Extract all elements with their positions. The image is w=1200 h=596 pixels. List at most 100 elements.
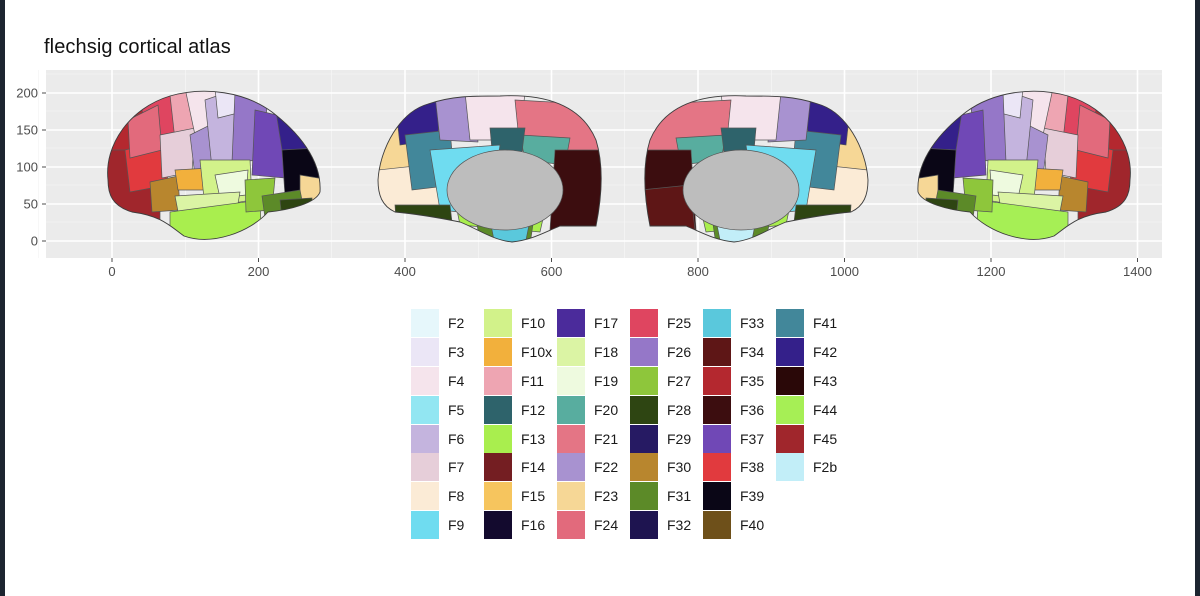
y-tick-label: 150 bbox=[16, 123, 38, 138]
legend-item: F14 bbox=[484, 453, 557, 482]
legend-swatch bbox=[557, 366, 585, 395]
y-axis-tick-labels: 0 50 100 150 200 bbox=[16, 86, 38, 249]
legend-label: F30 bbox=[667, 459, 692, 476]
legend-item: F12 bbox=[484, 395, 557, 424]
legend-swatch bbox=[484, 453, 512, 482]
legend-swatch bbox=[776, 338, 804, 367]
legend-label: F35 bbox=[740, 372, 765, 389]
legend-label: F14 bbox=[521, 459, 546, 476]
legend-swatch bbox=[630, 395, 658, 424]
legend-item: F2 bbox=[411, 309, 484, 338]
legend-item: F16 bbox=[484, 510, 557, 540]
legend-swatch bbox=[557, 424, 585, 453]
legend-swatch bbox=[703, 482, 731, 511]
legend-swatch bbox=[557, 482, 585, 511]
legend-label: F17 bbox=[594, 315, 619, 332]
legend-label: F18 bbox=[594, 344, 619, 361]
legend-label: F3 bbox=[448, 344, 465, 361]
legend-swatch bbox=[703, 338, 731, 367]
legend-label: F39 bbox=[740, 488, 765, 505]
legend-label: F36 bbox=[740, 401, 765, 418]
region-medial-wall bbox=[446, 149, 564, 231]
legend-swatch bbox=[411, 395, 439, 424]
legend-label: F11 bbox=[521, 372, 545, 389]
legend-item: F25 bbox=[630, 309, 703, 338]
x-tick-label: 600 bbox=[541, 264, 563, 279]
legend-label: F10x bbox=[521, 344, 553, 361]
legend-swatch bbox=[484, 424, 512, 453]
window-right-edge bbox=[1195, 0, 1200, 596]
legend-swatch bbox=[411, 453, 439, 482]
legend-label: F26 bbox=[667, 344, 692, 361]
legend-item: F29 bbox=[630, 424, 703, 453]
legend-item: F5 bbox=[411, 395, 484, 424]
legend-item: F23 bbox=[557, 482, 630, 511]
legend-item: F33 bbox=[703, 309, 776, 338]
y-tick-label: 0 bbox=[31, 234, 38, 249]
legend-swatch bbox=[484, 338, 512, 367]
legend-swatch bbox=[630, 424, 658, 453]
legend-item: F17 bbox=[557, 309, 630, 338]
legend-item: F3 bbox=[411, 338, 484, 367]
legend-swatch bbox=[484, 366, 512, 395]
legend-item: F6 bbox=[411, 424, 484, 453]
legend-label: F38 bbox=[740, 459, 765, 476]
legend-label: F27 bbox=[667, 372, 692, 389]
legend-swatch bbox=[703, 424, 731, 453]
legend-item: F32 bbox=[630, 510, 703, 540]
legend-label: F24 bbox=[594, 516, 619, 533]
brain-medial-left bbox=[377, 95, 602, 243]
legend-label: F44 bbox=[813, 401, 838, 418]
y-tick-label: 50 bbox=[24, 197, 38, 212]
legend-swatch bbox=[630, 510, 658, 539]
legend-label: F20 bbox=[594, 401, 619, 418]
region-f30 bbox=[1057, 175, 1089, 213]
legend-swatch bbox=[630, 482, 658, 511]
legend-label: F32 bbox=[667, 516, 692, 533]
legend-item: F31 bbox=[630, 482, 703, 511]
legend-label: F25 bbox=[667, 315, 692, 332]
y-tick-label: 100 bbox=[16, 160, 38, 175]
legend-item: F39 bbox=[703, 482, 776, 511]
legend-swatch bbox=[557, 338, 585, 367]
region-f34 bbox=[644, 184, 696, 231]
legend-swatch bbox=[557, 309, 585, 338]
x-tick-label: 400 bbox=[394, 264, 416, 279]
legend-swatch bbox=[484, 482, 512, 511]
legend-label: F15 bbox=[521, 488, 546, 505]
legend-item: F41 bbox=[776, 309, 849, 338]
legend-item: F21 bbox=[557, 424, 630, 453]
y-tick-label: 200 bbox=[16, 86, 38, 101]
x-tick-label: 1200 bbox=[977, 264, 1006, 279]
legend-item: F11 bbox=[484, 366, 557, 396]
legend-label: F13 bbox=[521, 430, 546, 447]
legend-item: F44 bbox=[776, 395, 849, 424]
legend-label: F29 bbox=[667, 430, 692, 447]
legend-label: F42 bbox=[813, 344, 838, 361]
legend-item: F15 bbox=[484, 482, 557, 511]
legend-item: F18 bbox=[557, 338, 630, 367]
legend-swatch bbox=[776, 453, 804, 482]
legend-swatch bbox=[484, 395, 512, 424]
axis-ticks bbox=[42, 92, 1138, 262]
legend-swatch bbox=[776, 366, 804, 395]
legend-swatch bbox=[411, 482, 439, 511]
x-tick-label: 0 bbox=[108, 264, 115, 279]
legend-label: F7 bbox=[448, 459, 465, 476]
legend-item: F43 bbox=[776, 366, 849, 396]
legend-swatch bbox=[557, 453, 585, 482]
legend-label: F41 bbox=[813, 315, 838, 332]
legend-item: F13 bbox=[484, 424, 557, 453]
legend-item: F40 bbox=[703, 510, 776, 540]
legend-label: F28 bbox=[667, 401, 692, 418]
x-tick-label: 200 bbox=[248, 264, 270, 279]
brain-lateral-left bbox=[107, 90, 321, 240]
legend-swatch bbox=[703, 309, 731, 338]
legend-item: F30 bbox=[630, 453, 703, 482]
legend-item: F2b bbox=[776, 453, 849, 482]
legend-item: F22 bbox=[557, 453, 630, 482]
legend-item: F34 bbox=[703, 338, 776, 367]
legend-swatch bbox=[411, 338, 439, 367]
atlas-plot: 0 50 100 150 200 0 200 400 600 800 1000 … bbox=[16, 70, 1162, 279]
x-tick-label: 1400 bbox=[1123, 264, 1152, 279]
